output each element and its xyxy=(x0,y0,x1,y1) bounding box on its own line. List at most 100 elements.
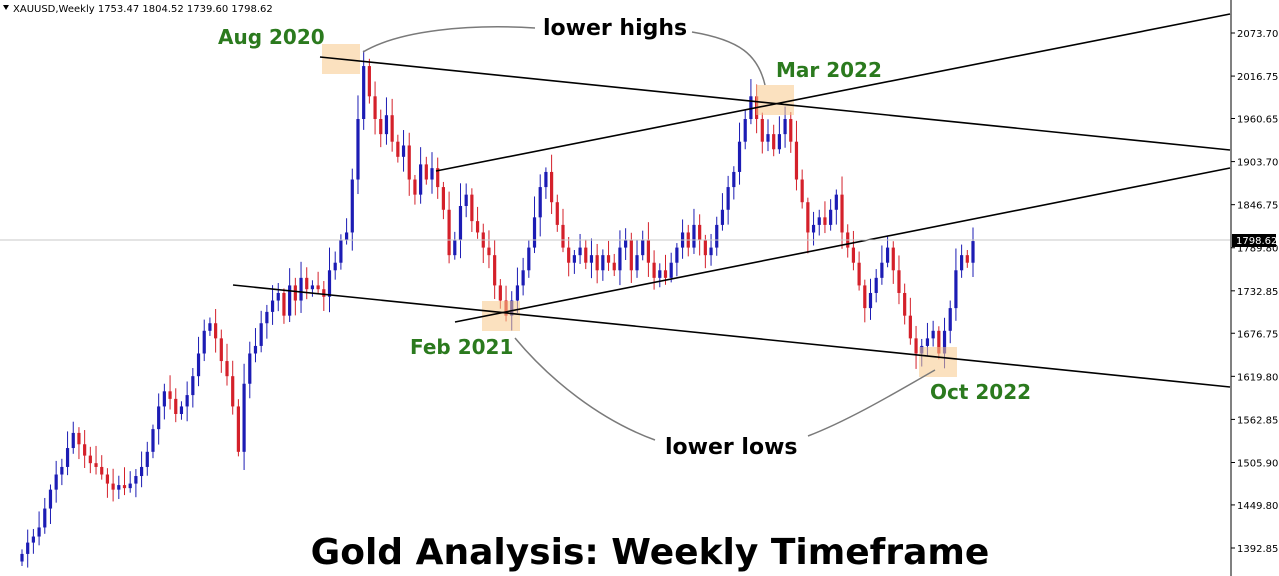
candle-body xyxy=(179,406,184,415)
candle-body xyxy=(202,330,206,354)
current-price-tag: 1798.62 xyxy=(1232,234,1277,247)
candle-body xyxy=(612,262,616,271)
candle-body xyxy=(692,224,696,248)
candle-body xyxy=(185,395,189,407)
candle-body xyxy=(151,429,155,452)
candle-body xyxy=(817,217,821,225)
candle-body xyxy=(572,255,576,263)
annotation-mar-2022: Mar 2022 xyxy=(776,58,882,82)
annotation-lower-highs: lower highs xyxy=(543,16,687,41)
candle-body xyxy=(288,285,292,316)
candle-body xyxy=(532,217,537,248)
candle-body xyxy=(174,398,178,415)
candle-body xyxy=(589,255,594,263)
candle-body xyxy=(145,451,149,467)
candle-body xyxy=(134,476,138,484)
candle-body xyxy=(65,448,70,467)
candle-body xyxy=(908,315,912,339)
candle-body xyxy=(407,145,411,180)
annotation-feb-2021: Feb 2021 xyxy=(410,335,513,359)
chart-title: Gold Analysis: Weekly Timeframe xyxy=(311,532,990,573)
y-tick-label: 1960.65 xyxy=(1237,115,1278,126)
candle-body xyxy=(208,323,212,331)
highlight-mar-2022 xyxy=(756,85,794,115)
candle-body xyxy=(675,247,679,263)
candle-body xyxy=(840,194,844,233)
candle-body xyxy=(100,466,104,475)
candle-body xyxy=(396,141,400,157)
candle-body xyxy=(111,483,115,490)
connector-lower-highs-right xyxy=(691,31,766,86)
candle-body xyxy=(356,119,360,180)
candle-body xyxy=(310,285,315,290)
candle-body xyxy=(413,179,417,195)
trendline-upper-rising[interactable] xyxy=(435,13,1231,172)
candle-body xyxy=(322,289,326,297)
candle-body xyxy=(282,292,286,316)
candle-body xyxy=(544,171,548,188)
candle-body xyxy=(225,361,229,377)
candle-body xyxy=(829,209,833,225)
candle-body xyxy=(760,119,764,142)
candle-body xyxy=(578,247,582,256)
y-tick-label: 1676.75 xyxy=(1237,329,1278,340)
y-tick-label: 2073.70 xyxy=(1237,29,1278,40)
candle-body xyxy=(122,485,127,489)
candle-body xyxy=(595,255,599,271)
candle-body xyxy=(384,115,389,135)
symbol-dropdown-icon[interactable] xyxy=(3,5,9,10)
candle-body xyxy=(464,194,468,206)
y-tick-label: 1789.80 xyxy=(1237,244,1278,255)
candle-body xyxy=(658,270,662,278)
candle-body xyxy=(743,119,747,142)
candle-body xyxy=(270,300,275,312)
callout-connectors xyxy=(362,26,936,441)
candle-body xyxy=(470,194,474,222)
y-tick-label: 1732.85 xyxy=(1237,287,1278,298)
candle-body xyxy=(732,171,736,188)
trendline-lower-lows[interactable] xyxy=(232,284,1231,388)
candle-body xyxy=(242,383,246,452)
candle-body xyxy=(703,240,707,256)
candle-body xyxy=(339,240,343,263)
candle-body xyxy=(863,285,867,309)
candle-body xyxy=(487,247,491,256)
candle-body xyxy=(851,247,856,263)
candle-body xyxy=(20,553,24,562)
candle-body xyxy=(157,406,161,430)
candle-body xyxy=(538,187,542,218)
candle-body xyxy=(891,247,895,271)
candle-body xyxy=(965,255,969,263)
connector-lower-lows-left xyxy=(514,337,656,441)
candle-body xyxy=(94,463,98,467)
candle-body xyxy=(584,247,588,263)
candle-body xyxy=(430,168,434,180)
candle-body xyxy=(789,119,793,142)
annotation-oct-2022: Oct 2022 xyxy=(930,380,1031,404)
candle-body xyxy=(834,194,838,210)
candle-body xyxy=(766,134,770,142)
candle-body xyxy=(737,141,742,172)
candle-body xyxy=(373,96,377,120)
candle-body xyxy=(772,134,776,150)
candle-body xyxy=(327,270,332,297)
candle-body xyxy=(48,489,53,509)
candle-body xyxy=(521,270,525,286)
candle-body xyxy=(601,255,605,271)
y-tick-label: 1505.90 xyxy=(1237,458,1278,469)
candle-body xyxy=(253,345,258,354)
y-tick-label: 1449.80 xyxy=(1237,501,1278,512)
candle-body xyxy=(903,292,907,316)
highlight-boxes xyxy=(322,44,957,377)
price-axis: 2073.70 2016.75 1960.65 1903.70 1846.75 1789.… xyxy=(1230,0,1278,576)
trendline-lower-rising[interactable] xyxy=(454,167,1231,323)
candle-body xyxy=(823,217,827,225)
candle-body xyxy=(806,202,810,233)
candle-body xyxy=(624,240,628,248)
candlestick-series xyxy=(20,50,975,568)
y-tick-label: 1846.75 xyxy=(1237,201,1278,212)
candle-body xyxy=(498,285,502,301)
candle-body xyxy=(105,474,110,484)
candle-body xyxy=(37,527,41,537)
